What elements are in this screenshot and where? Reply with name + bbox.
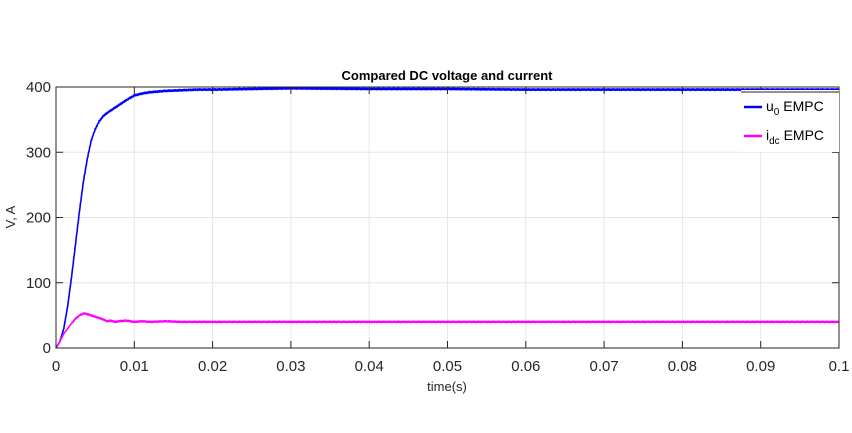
x-tick-label: 0.08 [668,358,697,375]
x-tick-label: 0.01 [120,358,149,375]
x-tick-label: 0.09 [746,358,775,375]
y-tick-label: 100 [26,275,51,292]
legend-box [741,90,839,152]
legend: u0 EMPC idc EMPC [741,90,839,152]
y-tick-label: 400 [26,79,51,96]
y-tick-label: 0 [43,340,51,357]
y-tick-label: 200 [26,210,51,227]
y-axis-ticks: 0 100 200 300 400 [26,79,839,357]
x-tick-label: 0.06 [511,358,540,375]
x-tick-label: 0.07 [589,358,618,375]
y-tick-label: 300 [26,144,51,161]
x-tick-label: 0 [52,358,60,375]
x-tick-label: 0.1 [829,358,850,375]
legend-label: idc EMPC [766,127,824,147]
x-axis-ticks: 0 0.01 0.02 0.03 0.04 0.05 0.06 0.07 0.08 0.09 0.1 [52,87,850,375]
x-tick-label: 0.04 [355,358,384,375]
series-line-idc [55,312,840,349]
y-axis-label: V, A [3,205,18,228]
x-tick-label: 0.05 [433,358,462,375]
legend-label: u0 EMPC [766,98,824,118]
chart-title: Compared DC voltage and current [342,68,554,83]
x-axis-label: time(s) [427,379,467,394]
grid [56,87,839,348]
x-tick-label: 0.03 [276,358,305,375]
x-tick-label: 0.02 [198,358,227,375]
